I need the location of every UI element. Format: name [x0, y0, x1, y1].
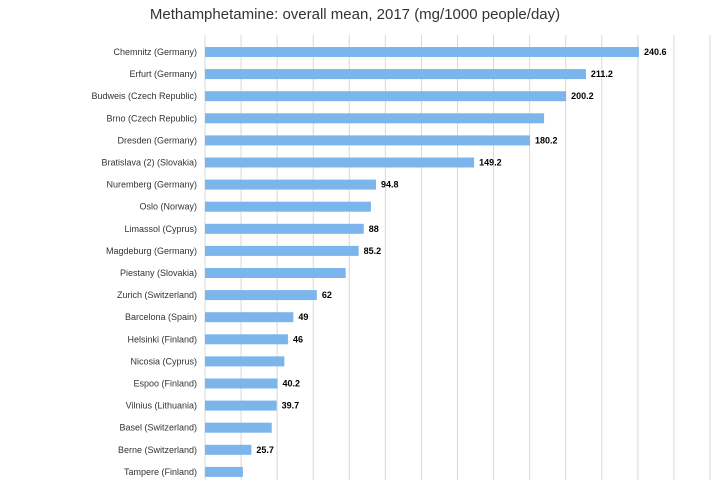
category-label: Espoo (Finland) — [133, 379, 197, 389]
category-label: Chemnitz (Germany) — [113, 47, 197, 57]
bar — [205, 91, 567, 102]
category-label: Basel (Switzerland) — [119, 423, 197, 433]
bar — [205, 245, 359, 256]
value-label: 180.2 — [535, 135, 558, 145]
bar — [205, 312, 294, 323]
bar — [205, 334, 288, 345]
value-label: 46 — [293, 334, 303, 344]
value-label: 25.7 — [256, 445, 274, 455]
bar — [205, 223, 364, 234]
grid-lines — [204, 35, 711, 480]
category-label: Nicosia (Cyprus) — [130, 356, 197, 366]
value-label: 40.2 — [283, 379, 301, 389]
category-labels: Chemnitz (Germany) Erfurt (Germany) Budwei… — [91, 47, 197, 477]
category-label: Erfurt (Germany) — [129, 69, 197, 79]
value-label: 211.2 — [591, 69, 613, 79]
bar — [205, 268, 346, 278]
category-label: Piestany (Slovakia) — [120, 268, 197, 278]
category-label: Magdeburg (Germany) — [106, 246, 197, 256]
category-label: Nuremberg (Germany) — [106, 180, 197, 190]
value-label: 88 — [369, 224, 379, 234]
value-label: 39.7 — [282, 401, 300, 411]
category-label: Limassol (Cyprus) — [124, 224, 197, 234]
bar — [205, 201, 371, 212]
bar — [205, 444, 252, 455]
category-label: Berne (Switzerland) — [118, 445, 197, 455]
value-labels: 240.6 211.2 200.2 180.2 149.2 94.8 88 85.2 62 49 4… — [256, 47, 666, 455]
bar — [205, 466, 243, 477]
bar — [205, 290, 317, 301]
bar — [205, 422, 272, 433]
category-label: Helsinki (Finland) — [127, 334, 197, 344]
bar — [205, 135, 531, 146]
category-label: Budweis (Czech Republic) — [91, 91, 197, 101]
chart-title: Methamphetamine: overall mean, 2017 (mg/… — [150, 6, 560, 23]
value-label: 200.2 — [571, 91, 594, 101]
bar — [205, 113, 545, 124]
category-label: Vilnius (Lithuania) — [126, 401, 197, 411]
value-label: 94.8 — [381, 180, 399, 190]
bar — [205, 400, 277, 411]
bar — [205, 157, 475, 168]
bar — [205, 179, 376, 190]
value-label: 62 — [322, 290, 332, 300]
value-label: 49 — [298, 312, 308, 322]
bar — [205, 47, 639, 57]
value-label: 149.2 — [479, 158, 502, 168]
category-label: Bratislava (2) (Slovakia) — [101, 158, 197, 168]
category-label: Oslo (Norway) — [139, 202, 197, 212]
value-label: 85.2 — [364, 246, 382, 256]
bar — [205, 69, 586, 80]
bars — [205, 47, 639, 477]
category-label: Barcelona (Spain) — [125, 312, 197, 322]
category-label: Zurich (Switzerland) — [117, 290, 197, 300]
category-label: Dresden (Germany) — [117, 135, 197, 145]
bar — [205, 356, 285, 367]
category-label: Tampere (Finland) — [124, 467, 197, 477]
value-label: 240.6 — [644, 47, 667, 57]
category-label: Brno (Czech Republic) — [106, 113, 197, 123]
bar — [205, 378, 278, 389]
